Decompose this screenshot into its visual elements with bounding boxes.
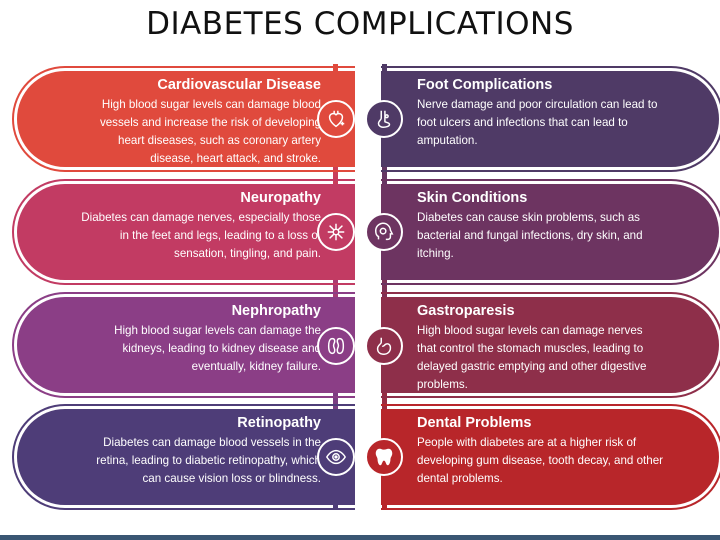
right-divider-bar [382,64,387,510]
stomach-icon [365,327,403,365]
card-gastroparesis: Gastroparesis High blood sugar levels ca… [381,292,720,398]
card-heading: Foot Complications [417,77,553,93]
card-heading: Nephropathy [231,303,321,319]
card-text: People with diabetes are at a higher ris… [417,436,663,485]
card-nephropathy: Nephropathy High blood sugar levels can … [12,292,355,398]
page-title: DIABETES COMPLICATIONS [146,6,574,42]
bottom-bar [0,535,720,540]
card-retinopathy: Retinopathy Diabetes can damage blood ve… [12,404,355,510]
card-dental-problems: Dental Problems People with diabetes are… [381,404,720,510]
card-neuropathy: Neuropathy Diabetes can damage nerves, e… [12,179,355,285]
card-heading: Gastroparesis [417,303,515,319]
card-foot-complications: Foot Complications Nerve damage and poor… [381,66,720,172]
card-skin-conditions: Skin Conditions Diabetes can cause skin … [381,179,720,285]
card-cardiovascular-disease: Cardiovascular Disease High blood sugar … [12,66,355,172]
tooth-icon [365,438,403,476]
card-heading: Skin Conditions [417,190,528,206]
card-text: High blood sugar levels can damage blood… [99,98,321,165]
card-text: Nerve damage and poor circulation can le… [417,98,658,147]
card-heading: Cardiovascular Disease [157,77,321,93]
card-heading: Neuropathy [240,190,321,206]
heart-icon [317,100,355,138]
neuron-icon [317,213,355,251]
card-text: High blood sugar levels can damage the k… [114,324,321,373]
card-text: High blood sugar levels can damage nerve… [417,324,647,391]
card-heading: Dental Problems [417,415,532,431]
foot-icon [365,100,403,138]
card-text: Diabetes can damage nerves, especially t… [81,211,321,260]
left-divider-bar [333,64,338,510]
card-text: Diabetes can cause skin problems, such a… [417,211,643,260]
kidney-icon [317,327,355,365]
face-skin-icon [365,213,403,251]
card-heading: Retinopathy [237,415,321,431]
eye-icon [317,438,355,476]
card-text: Diabetes can damage blood vessels in the… [96,436,321,485]
